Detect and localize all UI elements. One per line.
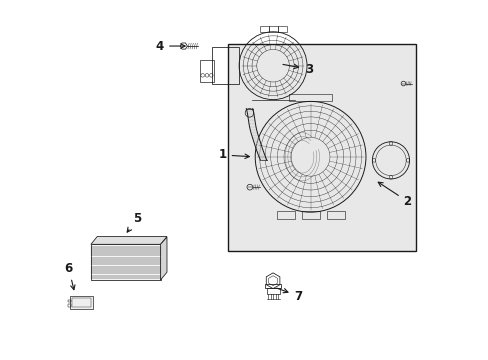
Polygon shape	[250, 132, 257, 133]
Bar	[268, 26, 277, 32]
Polygon shape	[256, 151, 263, 152]
Bar	[212, 47, 239, 85]
Text: 5: 5	[127, 212, 141, 232]
Bar	[68, 305, 70, 307]
Polygon shape	[247, 113, 253, 114]
Bar	[71, 298, 91, 307]
Polygon shape	[248, 123, 255, 124]
Polygon shape	[252, 138, 259, 139]
Bar	[70, 296, 93, 309]
Bar	[264, 284, 281, 288]
Text: 7: 7	[276, 288, 302, 303]
Polygon shape	[248, 120, 255, 121]
Bar	[301, 211, 319, 219]
Bar	[68, 300, 70, 302]
Bar	[200, 60, 214, 82]
Polygon shape	[257, 153, 264, 154]
Polygon shape	[253, 140, 260, 141]
Text: 1: 1	[218, 148, 249, 162]
Bar	[266, 288, 279, 294]
Text: 6: 6	[64, 262, 75, 290]
Polygon shape	[251, 135, 258, 136]
Bar	[228, 44, 415, 251]
Polygon shape	[256, 148, 262, 149]
Polygon shape	[91, 237, 166, 244]
Polygon shape	[160, 237, 166, 280]
Polygon shape	[255, 146, 261, 147]
Bar	[326, 211, 344, 219]
Polygon shape	[254, 143, 261, 144]
Text: 2: 2	[378, 182, 411, 208]
Text: 4: 4	[156, 40, 185, 53]
Bar	[259, 26, 268, 32]
Text: 3: 3	[283, 63, 313, 76]
Bar	[91, 244, 160, 280]
Bar	[277, 26, 286, 32]
Polygon shape	[247, 117, 254, 118]
Polygon shape	[246, 111, 253, 112]
Bar	[288, 94, 331, 102]
Polygon shape	[249, 126, 256, 127]
Bar	[276, 211, 294, 219]
Polygon shape	[260, 159, 266, 160]
